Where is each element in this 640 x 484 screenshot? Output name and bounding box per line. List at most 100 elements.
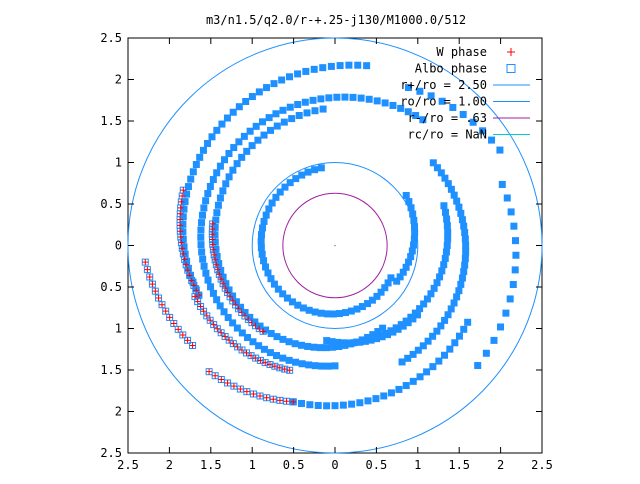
albo-point [281, 183, 289, 191]
albo-point [350, 339, 358, 347]
albo-point [459, 110, 467, 118]
albo-point [225, 173, 233, 181]
albo-point [187, 175, 195, 183]
albo-point [198, 211, 206, 219]
w-point [210, 321, 218, 329]
albo-point [291, 340, 299, 348]
albo-point [202, 197, 210, 205]
albo-point [328, 338, 336, 346]
w-point-plus [177, 204, 184, 211]
albo-point [298, 171, 306, 179]
albo-point [506, 295, 514, 303]
albo-point [331, 362, 339, 370]
w-point-plus [257, 393, 264, 400]
albo-point [404, 319, 412, 327]
albo-point [292, 358, 300, 366]
legend-label: W phase [436, 45, 487, 59]
albo-point [460, 268, 468, 276]
albo-point [389, 328, 397, 336]
albo-point [224, 313, 232, 321]
albo-point [441, 316, 449, 324]
albo-point [238, 153, 246, 161]
albo-point [411, 229, 419, 237]
albo-point [192, 160, 200, 168]
albo-point [419, 342, 427, 350]
w-point [256, 392, 264, 400]
albo-point [496, 146, 504, 154]
albo-point [433, 279, 441, 287]
albo-point [409, 350, 417, 358]
albo-point [453, 197, 461, 205]
albo-point [444, 235, 452, 243]
albo-point [372, 395, 380, 403]
albo-point [259, 118, 267, 126]
albo-point [184, 264, 192, 272]
albo-point [213, 126, 221, 134]
albo-point [405, 198, 413, 206]
albo-point [254, 136, 262, 144]
albo-point [450, 299, 458, 307]
w-point [170, 319, 178, 327]
albo-point [455, 332, 463, 340]
albo-point [364, 397, 372, 405]
albo-point [384, 279, 392, 287]
w-point [249, 390, 257, 398]
albo-point [408, 247, 416, 255]
albo-point [482, 349, 490, 357]
w-point-plus [162, 308, 169, 315]
albo-point [416, 87, 424, 95]
albo-point [387, 274, 395, 282]
albo-point [298, 360, 306, 368]
albo-point [429, 363, 437, 371]
w-point-plus [195, 292, 202, 299]
albo-point [215, 260, 223, 268]
y-tick-label: 1 [115, 322, 122, 336]
albo-point [319, 105, 327, 113]
albo-point [451, 339, 459, 347]
albo-point [256, 322, 264, 330]
w-point-plus [270, 396, 277, 403]
albo-point [306, 401, 314, 409]
albo-point [198, 248, 206, 256]
w-point [141, 258, 149, 266]
albo-point [200, 262, 208, 270]
legend-marker-plus [507, 48, 515, 56]
albo-point [398, 358, 406, 366]
albo-point [336, 62, 344, 70]
albo-point [358, 303, 366, 311]
albo-point [419, 116, 427, 124]
albo-point [272, 193, 280, 201]
albo-point [333, 338, 341, 346]
y-tick-label: 2 [115, 73, 122, 87]
w-point [158, 301, 166, 309]
albo-point [288, 298, 296, 306]
w-point [206, 316, 214, 324]
albo-point [237, 303, 245, 311]
albo-point [257, 244, 265, 252]
albo-point [260, 217, 268, 225]
albo-point [379, 324, 387, 332]
albo-point [511, 266, 519, 274]
w-point-plus [210, 321, 217, 328]
albo-point [279, 290, 287, 298]
w-point [289, 398, 297, 406]
albo-point [444, 180, 452, 188]
w-point-plus [146, 273, 153, 280]
albo-point [409, 377, 417, 385]
albo-point [333, 93, 341, 101]
x-tick-label: 1 [414, 458, 421, 472]
w-point-plus [166, 314, 173, 321]
albo-point [208, 133, 216, 141]
albo-point [230, 144, 238, 152]
albo-point [435, 357, 443, 365]
albo-point [345, 61, 353, 69]
w-point [243, 388, 251, 396]
w-point-plus [250, 390, 257, 397]
w-point [213, 325, 221, 333]
albo-point [270, 280, 278, 288]
albo-point [440, 351, 448, 359]
albo-point [423, 295, 431, 303]
albo-point [498, 180, 506, 188]
w-point [211, 372, 219, 380]
albo-point [394, 325, 402, 333]
